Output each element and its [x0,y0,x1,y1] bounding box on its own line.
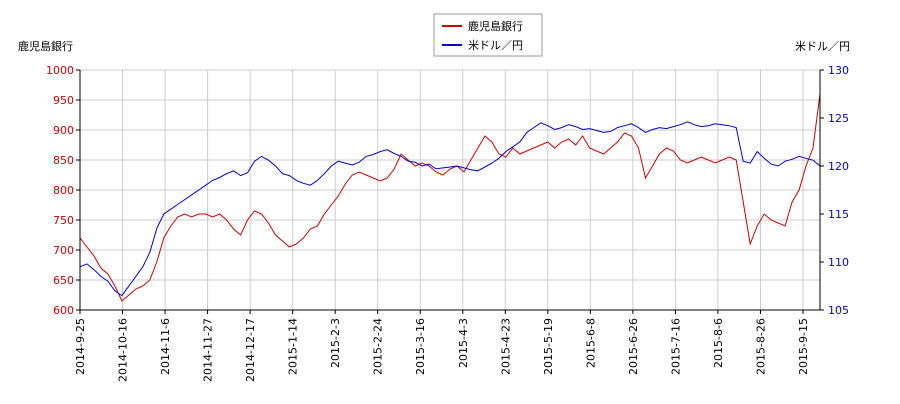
legend-box [433,13,543,57]
legend: 鹿児島銀行 米ドル／円 [433,13,543,57]
right-tick-label: 120 [828,160,849,173]
x-tick-label: 2015-1-14 [287,318,300,375]
series-line-bank [79,93,821,302]
grid [79,69,820,311]
x-tick-label: 2015-6-8 [584,318,597,368]
x-tick-label: 2015-2-3 [329,318,342,368]
x-tick-label: 2015-4-23 [499,318,512,375]
left-axis-title: 鹿児島銀行 [18,39,73,53]
tick-labels: 600 650 700 750 800 850 900 950 1000 105 110 115 120… [46,64,849,382]
x-tick-label: 2015-7-16 [669,318,682,375]
legend-label-usdjpy: 米ドル／円 [468,39,523,52]
left-tick-label: 750 [53,214,74,227]
x-tick-label: 2015-6-26 [627,318,640,375]
x-tick-label: 2015-4-3 [457,318,470,368]
left-tick-label: 950 [53,94,74,107]
legend-label-bank: 鹿児島銀行 [468,19,523,33]
x-tick-label: 2015-2-24 [372,318,385,375]
x-tick-label: 2015-5-19 [542,318,555,375]
right-tick-label: 115 [828,208,849,221]
right-tick-label: 110 [828,256,849,269]
left-tick-label: 700 [53,244,74,257]
left-tick-label: 900 [53,124,74,137]
right-tick-label: 105 [828,304,849,317]
right-axis-title: 米ドル／円 [795,40,850,53]
right-tick-label: 125 [828,112,849,125]
x-tick-label: 2014-9-25 [74,318,87,375]
series-line-usdjpy [79,121,821,297]
left-tick-label: 800 [53,184,74,197]
x-tick-label: 2015-8-26 [754,318,767,375]
left-tick-label: 650 [53,274,74,287]
series-layer [79,93,821,302]
left-tick-label: 1000 [46,64,74,77]
x-tick-label: 2015-8-6 [712,318,725,368]
x-tick-label: 2014-10-16 [117,318,130,382]
right-tick-label: 130 [828,64,849,77]
x-tick-label: 2014-11-6 [159,318,172,375]
x-tick-label: 2014-11-27 [202,318,215,382]
x-tick-label: 2014-12-17 [244,318,257,382]
left-tick-label: 850 [53,154,74,167]
left-tick-label: 600 [53,304,74,317]
x-tick-label: 2015-3-16 [414,318,427,375]
x-tick-label: 2015-9-15 [797,318,810,375]
